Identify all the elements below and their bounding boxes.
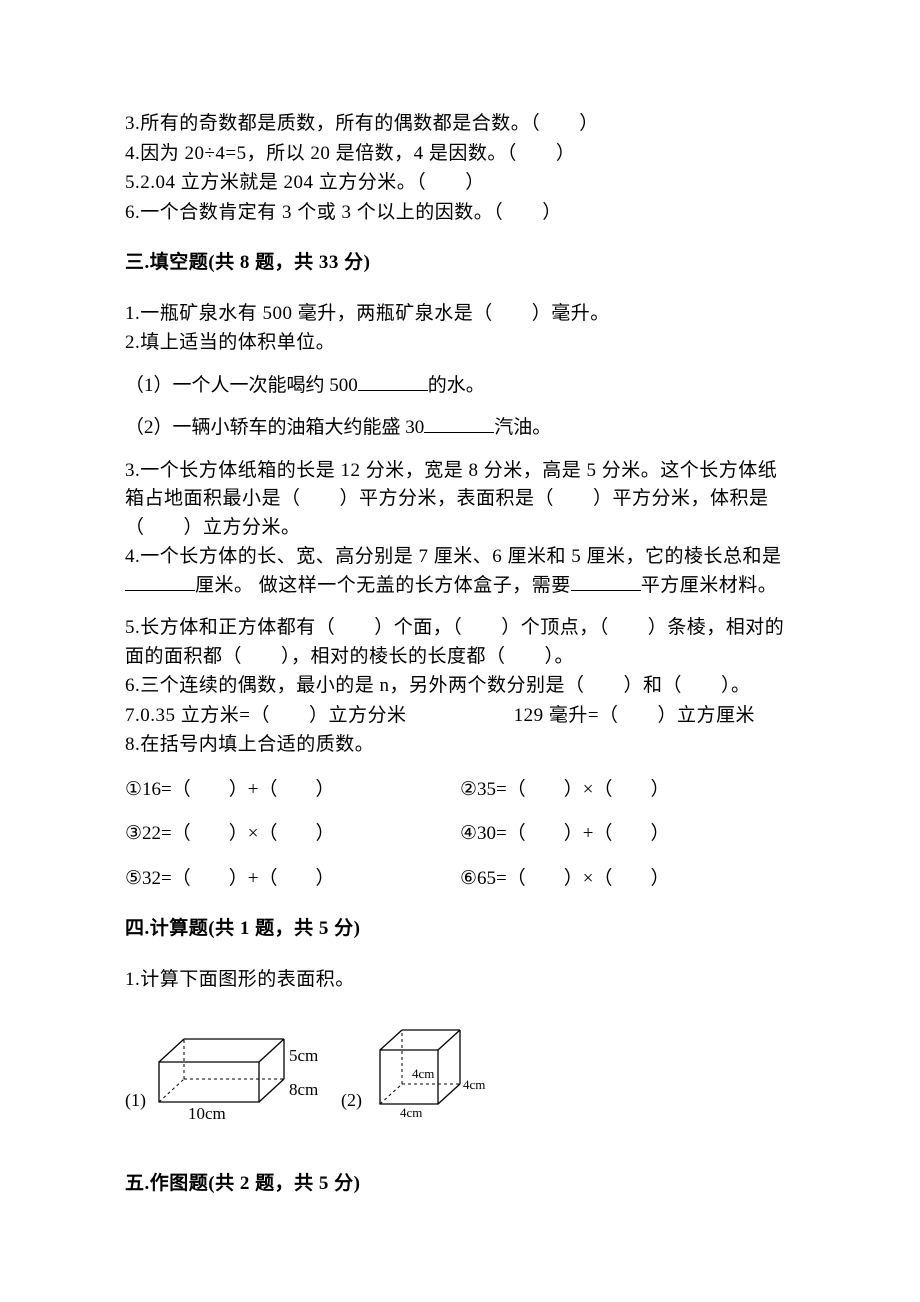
figure-row: (1) 5cm 8cm 10cm (2) 4cm [125,1022,795,1122]
q8-row2: ③22=（ ）×（ ） ④30=（ ）+（ ） [125,820,795,849]
section4-heading: 四.计算题(共 1 题，共 5 分) [125,915,795,944]
blank-input[interactable] [424,414,494,433]
q8-r3b: ⑥65=（ ）×（ ） [460,865,795,894]
fig1-height: 5cm [289,1046,318,1065]
blank-input[interactable] [571,572,641,591]
blank-input[interactable] [358,372,428,391]
q2-sub2-prefix: （2）一辆小轿车的油箱大约能盛 30 [125,417,424,438]
fig1-label: (1) [125,1087,146,1122]
q7-right: 129 毫升=（ ）立方厘米 [514,705,755,726]
q8-r3a: ⑤32=（ ）+（ ） [125,865,460,894]
fill-q2-sub1: （1）一个人一次能喝约 500 的水。 [125,372,795,401]
fig1-length: 10cm [188,1104,226,1122]
fill-q1: 1.一瓶矿泉水有 500 毫升，两瓶矿泉水是（ ）毫升。 [125,300,795,329]
fill-q3: 3.一个长方体纸箱的长是 12 分米，宽是 8 分米，高是 5 分米。这个长方体… [125,457,795,543]
q8-row3: ⑤32=（ ）+（ ） ⑥65=（ ）×（ ） [125,865,795,894]
fig2-side-c: 4cm [400,1105,422,1120]
figure1-block: (1) 5cm 8cm 10cm [125,1027,329,1122]
calc-q1: 1.计算下面图形的表面积。 [125,966,795,995]
cube-diagram: 4cm 4cm 4cm [370,1022,500,1122]
blank-input[interactable] [125,572,195,591]
fig1-width: 8cm [289,1080,318,1099]
q2-sub1-prefix: （1）一个人一次能喝约 500 [125,375,358,396]
fill-q8-stem: 8.在括号内填上合适的质数。 [125,731,795,760]
q4-part1: 4.一个长方体的长、宽、高分别是 7 厘米、6 厘米和 5 厘米，它的棱长总和是 [125,546,782,567]
section3-heading: 三.填空题(共 8 题，共 33 分) [125,249,795,278]
q8-r2b: ④30=（ ）+（ ） [460,820,795,849]
q2-sub1-suffix: 的水。 [428,375,485,396]
cuboid-diagram: 5cm 8cm 10cm [154,1027,329,1122]
tf-q6: 6.一个合数肯定有 3 个或 3 个以上的因数。（ ） [125,199,795,228]
tf-q3: 3.所有的奇数都是质数，所有的偶数都是合数。（ ） [125,110,795,139]
section5-heading: 五.作图题(共 2 题，共 5 分) [125,1170,795,1199]
q4-suffix: 平方厘米材料。 [641,575,778,596]
fill-q2-sub2: （2）一辆小轿车的油箱大约能盛 30 汽油。 [125,414,795,443]
q2-sub2-suffix: 汽油。 [494,417,551,438]
fill-q5: 5.长方体和正方体都有（ ）个面，（ ）个顶点，（ ）条棱，相对的面的面积都（ … [125,614,795,671]
q8-r1a: ①16=（ ）+（ ） [125,776,460,805]
q8-r2a: ③22=（ ）×（ ） [125,820,460,849]
q8-r1b: ②35=（ ）×（ ） [460,776,795,805]
q7-left: 7.0.35 立方米=（ ）立方分米 [125,702,514,731]
fill-q2-stem: 2.填上适当的体积单位。 [125,329,795,358]
tf-q4: 4.因为 20÷4=5，所以 20 是倍数，4 是因数。（ ） [125,140,795,169]
q8-row1: ①16=（ ）+（ ） ②35=（ ）×（ ） [125,776,795,805]
fig2-side-b: 4cm [463,1077,485,1092]
fill-q4: 4.一个长方体的长、宽、高分别是 7 厘米、6 厘米和 5 厘米，它的棱长总和是… [125,543,795,600]
figure2-block: (2) 4cm 4cm 4cm [341,1022,500,1122]
fill-q6: 6.三个连续的偶数，最小的是 n，另外两个数分别是（ ）和（ ）。 [125,672,795,701]
fill-q7: 7.0.35 立方米=（ ）立方分米129 毫升=（ ）立方厘米 [125,702,795,731]
fig2-side-a: 4cm [412,1066,434,1081]
tf-q5: 5.2.04 立方米就是 204 立方分米。（ ） [125,169,795,198]
fig2-label: (2) [341,1087,362,1122]
q4-mid: 厘米。 做这样一个无盖的长方体盒子，需要 [195,575,571,596]
